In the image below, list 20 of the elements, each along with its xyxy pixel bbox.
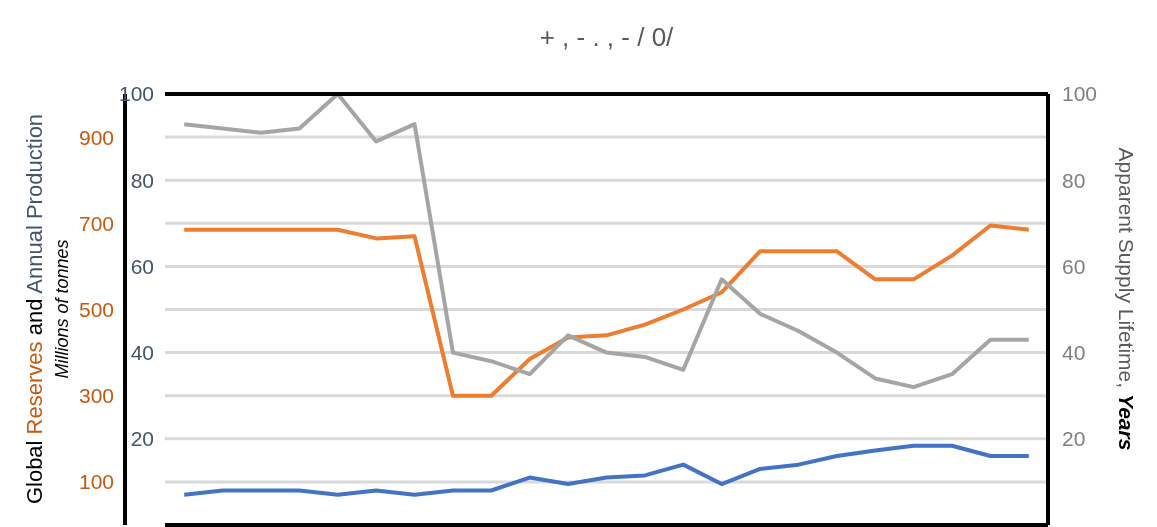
y2-tick-label: 40 <box>1062 341 1086 365</box>
y-tick-label: 80 <box>130 168 154 192</box>
y-tick-label: 20 <box>130 427 154 451</box>
y3-tick-label: 300 <box>78 384 114 408</box>
y2-tick-label: 80 <box>1062 168 1086 192</box>
chart-title: + , - . , - / 0/ <box>538 22 675 53</box>
y2-tick-label: 60 <box>1062 254 1086 278</box>
line-series <box>182 223 1031 398</box>
y2-tick-label: 20 <box>1062 427 1086 451</box>
y-tick-label: 100 <box>118 82 154 106</box>
y2-tick-label: 100 <box>1062 82 1098 106</box>
y3-tick-label: 700 <box>78 211 114 235</box>
y2-axis-title: Apparent Supply Lifetime, Years <box>1115 147 1138 451</box>
y-tick-label: 60 <box>130 254 154 278</box>
line-series <box>182 94 1031 390</box>
y-tick-label: 40 <box>130 341 154 365</box>
y3-tick-label: 500 <box>78 297 114 321</box>
line-series <box>182 443 1031 497</box>
y3-tick-label: 900 <box>78 125 114 149</box>
y3-tick-label: 100 <box>78 470 114 494</box>
